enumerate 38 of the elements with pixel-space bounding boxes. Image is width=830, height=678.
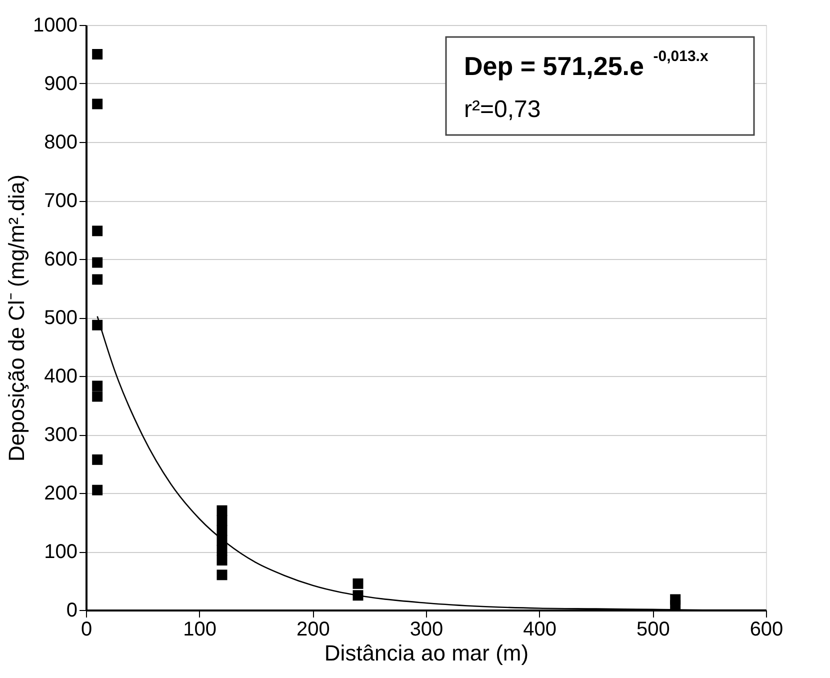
point (216, 555, 228, 566)
y-tick-label: 200 (44, 482, 78, 504)
point (92, 484, 103, 496)
point (92, 257, 103, 268)
point (352, 578, 364, 589)
point (92, 391, 103, 402)
x-tick-label: 200 (296, 618, 330, 640)
y-tick-label: 0 (66, 600, 78, 622)
x-tick-label: 100 (183, 618, 217, 640)
y-tick-label: 300 (44, 424, 78, 446)
point (216, 505, 228, 516)
y-tick-label: 400 (44, 366, 78, 388)
x-axis-title: Distância ao mar (m) (324, 640, 529, 666)
y-tick-label: 900 (44, 73, 78, 95)
point (92, 454, 103, 465)
x-tick-label: 0 (80, 618, 92, 640)
y-tick-label: 1000 (33, 14, 78, 36)
y-tick-label: 100 (44, 541, 78, 563)
point (92, 274, 103, 285)
y-tick-label: 600 (44, 248, 78, 270)
x-tick-label: 300 (410, 618, 444, 640)
annotation: Dep = 571,25.e-0,013.x (464, 48, 709, 81)
point (670, 594, 681, 605)
point (216, 570, 228, 580)
y-tick-label: 800 (44, 132, 78, 154)
point (92, 380, 103, 392)
point (92, 98, 103, 110)
point (216, 545, 228, 556)
point (92, 49, 103, 60)
x-tick-label: 500 (636, 618, 670, 640)
y-axis-title: Deposição de Cl⁻ (mg/m².dia) (4, 174, 30, 462)
point (216, 525, 228, 536)
x-tick-label: 600 (750, 618, 784, 640)
y-tick-label: 500 (44, 307, 78, 329)
y-tick-label: 700 (44, 190, 78, 212)
point (92, 226, 103, 236)
annotation: r²=0,73 (464, 96, 541, 123)
x-tick-label: 400 (523, 618, 557, 640)
